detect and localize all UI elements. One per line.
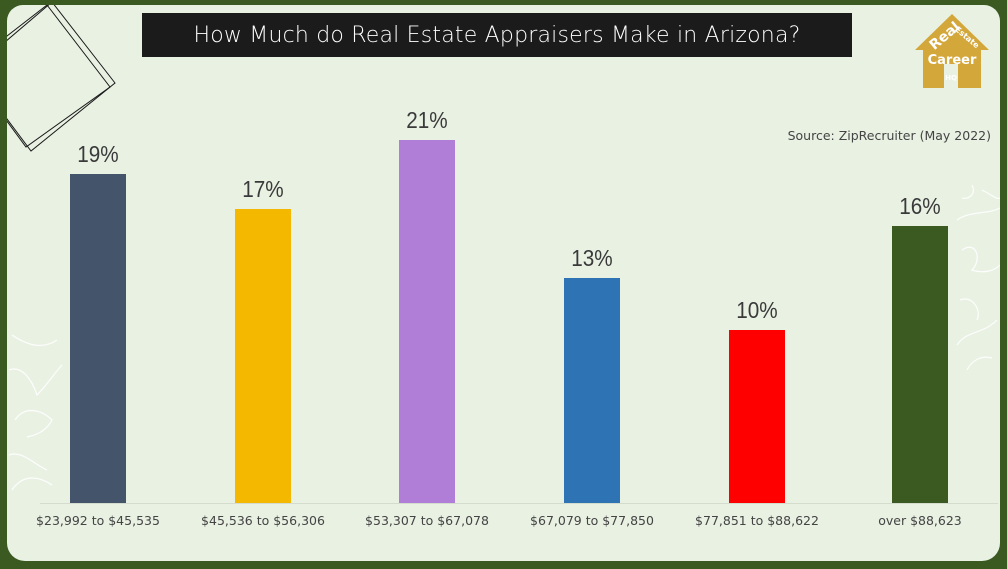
bar-value-label: 16%	[899, 193, 941, 219]
svg-text:HQ: HQ	[945, 74, 957, 82]
bar	[564, 278, 620, 503]
x-axis-category-label: $45,536 to $56,306	[201, 513, 325, 528]
source-note: Source: ZipRecruiter (May 2022)	[787, 128, 991, 143]
bar	[235, 209, 291, 503]
x-axis-line	[40, 503, 998, 504]
bar	[892, 226, 948, 503]
decorative-doodle-right-icon	[956, 184, 1000, 371]
x-axis-category-label: $67,079 to $77,850	[530, 513, 654, 528]
svg-text:Career: Career	[928, 53, 977, 68]
bar-value-label: 13%	[571, 245, 613, 271]
x-axis-category-label: $77,851 to $88,622	[695, 513, 819, 528]
x-axis-category-label: over $88,623	[878, 513, 962, 528]
x-axis-category-label: $23,992 to $45,535	[36, 513, 160, 528]
decorative-doodle-left-icon	[8, 334, 63, 491]
chart-panel	[7, 5, 1000, 561]
decorative-squares-icon	[7, 5, 116, 152]
real-estate-career-hq-logo-icon: Real Estate Career HQ	[915, 14, 989, 88]
bar-value-label: 17%	[242, 176, 284, 202]
bar-value-label: 19%	[77, 141, 119, 167]
bar	[399, 140, 455, 503]
bar-value-label: 10%	[736, 297, 778, 323]
bar	[729, 330, 785, 503]
bar-value-label: 21%	[406, 107, 448, 133]
bar	[70, 174, 126, 503]
chart-title: How Much do Real Estate Appraisers Make …	[142, 13, 852, 57]
x-axis-category-label: $53,307 to $67,078	[365, 513, 489, 528]
